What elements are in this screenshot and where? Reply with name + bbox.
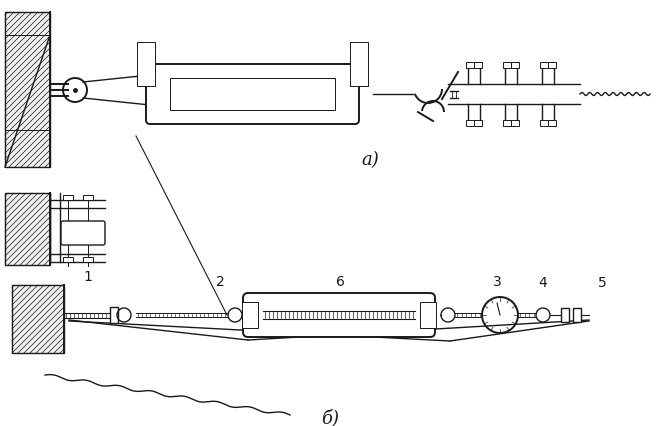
Bar xyxy=(5,193,50,265)
Bar xyxy=(503,120,511,126)
Text: 3: 3 xyxy=(492,275,502,289)
Bar xyxy=(548,120,556,126)
Text: 2: 2 xyxy=(216,275,224,289)
Bar xyxy=(573,308,581,322)
Bar xyxy=(503,62,511,68)
Bar xyxy=(170,78,335,110)
Bar xyxy=(511,120,519,126)
Bar xyxy=(474,120,482,126)
FancyBboxPatch shape xyxy=(243,293,435,337)
Bar xyxy=(63,195,73,200)
Text: 6: 6 xyxy=(335,275,345,289)
Text: б): б) xyxy=(321,409,339,426)
Bar xyxy=(83,257,93,262)
Bar xyxy=(63,257,73,262)
Text: 5: 5 xyxy=(597,276,607,290)
Bar xyxy=(466,120,474,126)
Bar xyxy=(540,62,548,68)
Bar xyxy=(511,62,519,68)
Bar xyxy=(350,42,368,86)
Bar xyxy=(83,195,93,200)
Bar xyxy=(540,120,548,126)
Bar xyxy=(474,62,482,68)
Bar xyxy=(420,302,436,328)
FancyBboxPatch shape xyxy=(61,221,105,245)
Bar xyxy=(110,307,118,323)
Text: а): а) xyxy=(361,151,379,169)
Text: 4: 4 xyxy=(539,276,547,290)
Bar xyxy=(242,302,258,328)
Bar xyxy=(561,308,569,322)
Bar xyxy=(548,62,556,68)
Bar xyxy=(466,62,474,68)
Text: 1: 1 xyxy=(84,270,92,284)
Bar xyxy=(137,42,155,86)
Bar xyxy=(12,285,64,353)
FancyBboxPatch shape xyxy=(146,64,359,124)
Bar xyxy=(5,12,50,167)
